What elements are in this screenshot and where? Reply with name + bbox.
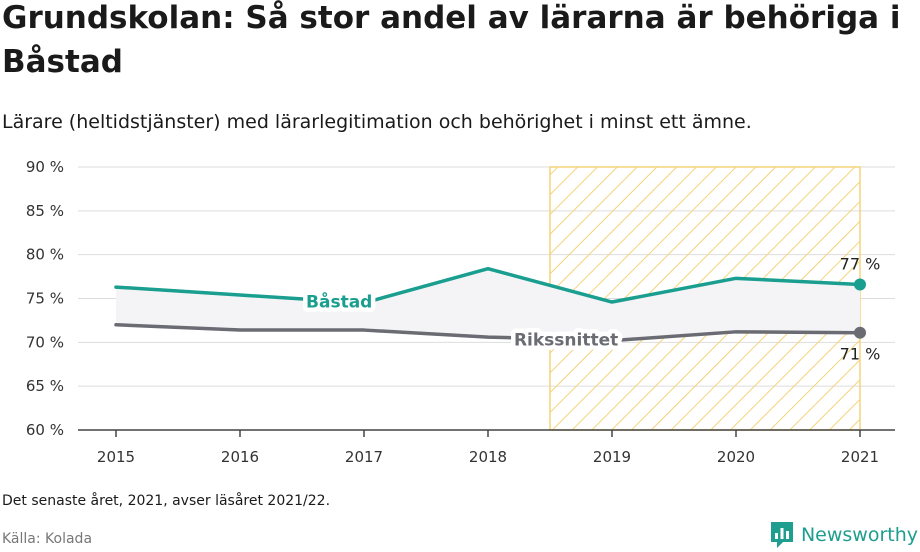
end-value-label: 77 % [840, 254, 881, 273]
y-tick-label: 80 % [26, 246, 64, 264]
chart-title: Grundskolan: Så stor andel av lärarna är… [2, 0, 901, 80]
difference-area [116, 268, 860, 341]
x-tick-label: 2021 [841, 448, 879, 466]
difference-fill [116, 268, 860, 341]
x-tick-label: 2017 [345, 448, 383, 466]
series-line-bastad [114, 266, 862, 305]
newsworthy-logo-icon [770, 522, 793, 548]
x-tick-label: 2018 [469, 448, 507, 466]
x-tick-label: 2016 [221, 448, 259, 466]
series-end-point [854, 278, 866, 291]
brand-name: Newsworthy [800, 524, 918, 546]
series-line-riket [114, 323, 862, 343]
footnote: Det senaste året, 2021, avser läsåret 20… [2, 493, 331, 509]
y-tick-label: 65 % [26, 377, 64, 395]
x-tick-label: 2020 [717, 448, 755, 466]
y-tick-label: 60 % [26, 421, 64, 439]
y-tick-label: 85 % [26, 202, 64, 220]
series-end-point [854, 326, 866, 339]
series-label-riket-halo: Rikssnittet [514, 330, 618, 350]
labels: 77 %71 %BåstadBåstadRikssnittetRikssnitt… [302, 254, 881, 364]
y-tick-label: 90 % [26, 158, 64, 176]
brand-logo: Newsworthy [769, 520, 918, 550]
chart-subtitle: Lärare (heltidstjänster) med lärarlegiti… [2, 111, 752, 133]
line-chart: 60 % 65 % 70 % 75 % 80 % 85 % 90 % 2015 2016 2017… [26, 158, 895, 466]
y-tick-label: 75 % [26, 290, 64, 308]
x-tick-label: 2015 [97, 448, 135, 466]
series-label-riket: Rikssnittet [514, 330, 618, 350]
y-tick-label: 70 % [26, 333, 64, 351]
axes: 60 % 65 % 70 % 75 % 80 % 85 % 90 % 2015 2016 2017… [26, 158, 895, 466]
end-value-label: 71 % [840, 345, 881, 364]
source-text: Källa: Kolada [2, 531, 93, 547]
x-tick-label: 2019 [593, 448, 631, 466]
series-lines [114, 266, 866, 343]
series-label-bastad: Båstad [306, 290, 372, 312]
